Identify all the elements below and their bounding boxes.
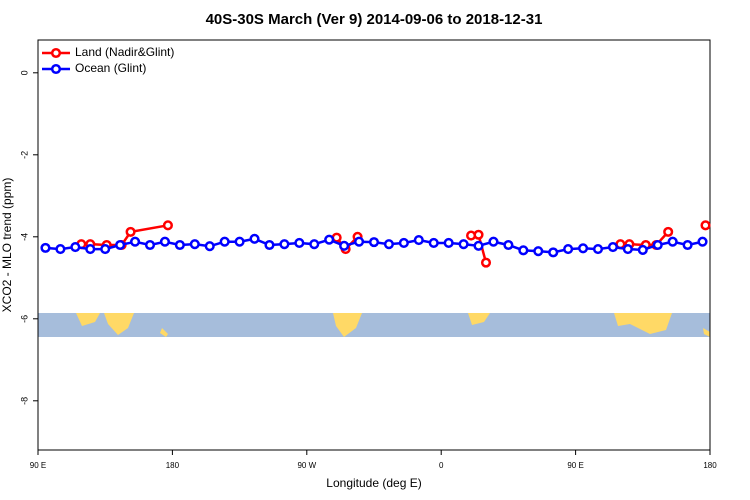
data-point [443,237,454,248]
data-point [125,226,136,237]
data-point [279,239,290,250]
data-point [383,239,394,250]
map-land [614,313,672,334]
data-point [458,239,469,250]
data-point [309,239,320,250]
data-point [473,240,484,251]
x-tick-label: 90 E [30,461,46,470]
legend-marker [50,63,62,75]
data-point [159,236,170,247]
data-point [264,239,275,251]
data-point [294,237,305,248]
map-land [76,313,100,326]
data-point [324,234,335,245]
data-point [398,237,409,248]
y-tick-label: -6 [19,315,29,323]
data-point [368,237,380,248]
y-axis-label: XCO2 - MLO trend (ppm) [0,178,14,313]
map-ocean [38,313,710,337]
data-point [413,235,424,246]
legend-marker [50,47,62,59]
data-point [70,242,81,253]
y-tick-label: -8 [19,397,29,405]
data-point [682,239,693,251]
data-point [637,244,648,255]
plot-frame [37,39,711,451]
map-land [703,328,710,337]
data-point [663,226,674,237]
data-point [622,244,633,255]
chart-title: 40S-30S March (Ver 9) 2014-09-06 to 2018… [206,11,543,28]
data-point [518,245,529,256]
data-point [144,239,156,251]
data-point [40,242,51,253]
data-point [219,236,230,247]
data-point [162,220,173,231]
x-tick-label: 0 [439,461,444,470]
data-point [55,244,66,255]
data-point [204,241,215,252]
data-point [473,229,484,240]
data-point [592,244,604,255]
data-point [354,236,365,247]
data-point [503,239,514,251]
data-point [100,244,111,255]
data-point [667,236,678,247]
map-land [104,313,134,335]
data-point [249,233,260,244]
x-tick-label: 90 E [567,461,583,470]
legend-label: Ocean (Glint) [75,61,146,75]
data-point [488,236,499,247]
y-tick-label: -4 [19,233,29,241]
data-point [697,236,708,247]
data-point [174,239,185,251]
x-tick-label: 180 [703,461,717,470]
data-point [548,247,559,258]
map-strip [38,313,710,337]
x-tick-label: 180 [166,461,180,470]
data-point [480,257,492,268]
legend-label: Land (Nadir&Glint) [75,45,174,59]
y-tick-label: -2 [19,151,29,159]
x-tick-label: 90 W [297,461,316,470]
data-point [234,236,245,247]
data-point [189,239,200,250]
data-point [563,244,574,255]
x-axis-label: Longitude (deg E) [326,476,421,490]
data-point [130,236,141,247]
data-point [115,239,126,251]
data-point [339,240,350,251]
data-point [607,242,618,253]
map-land [160,328,168,337]
data-point [85,244,96,255]
data-point [700,220,711,231]
map-land [468,313,490,325]
data-point [533,246,544,257]
data-point [652,239,663,251]
map-land [333,313,362,337]
y-tick-label: 0 [19,70,29,75]
data-point [428,237,439,248]
data-point [578,243,589,254]
